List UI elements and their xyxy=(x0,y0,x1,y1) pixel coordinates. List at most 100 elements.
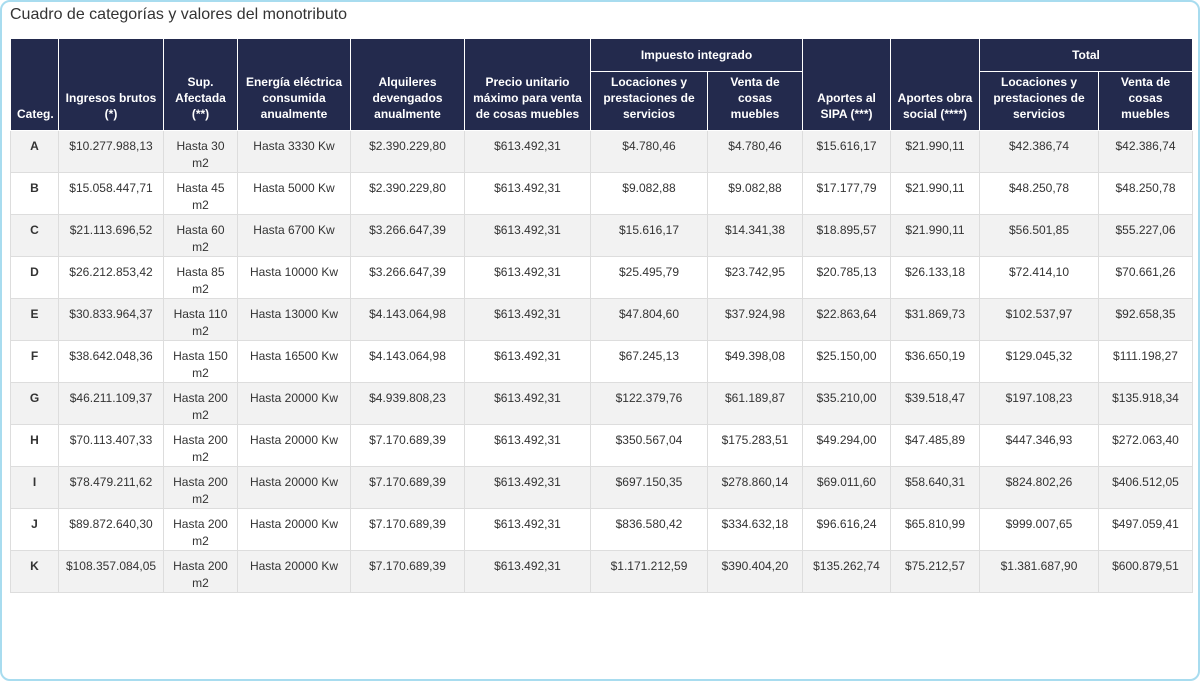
cell-aportes-obra-social: $36.650,19 xyxy=(890,340,980,383)
table-row: B $15.058.447,71 Hasta 45 m2 Hasta 5000 Kw $… xyxy=(10,172,1193,215)
cell-impuesto-locaciones: $15.616,17 xyxy=(590,214,708,257)
cell-categoria: F xyxy=(10,340,59,383)
cell-impuesto-locaciones: $697.150,35 xyxy=(590,466,708,509)
cell-categoria: D xyxy=(10,256,59,299)
cell-ingresos-brutos: $46.211.109,37 xyxy=(58,382,164,425)
cell-energia: Hasta 13000 Kw xyxy=(237,298,351,341)
cell-impuesto-venta: $14.341,38 xyxy=(707,214,803,257)
monotributo-table: Categ. Ingresos brutos (*) Sup. Afectada… xyxy=(10,38,1193,593)
cell-ingresos-brutos: $70.113.407,33 xyxy=(58,424,164,467)
cell-superficie: Hasta 30 m2 xyxy=(163,130,238,173)
cell-total-locaciones: $56.501,85 xyxy=(979,214,1099,257)
cell-alquileres: $7.170.689,39 xyxy=(350,424,465,467)
cell-precio-unitario: $613.492,31 xyxy=(464,424,591,467)
cell-impuesto-locaciones: $4.780,46 xyxy=(590,130,708,173)
cell-categoria: I xyxy=(10,466,59,509)
cell-total-venta: $406.512,05 xyxy=(1098,466,1193,509)
cell-impuesto-venta: $334.632,18 xyxy=(707,508,803,551)
cell-total-locaciones: $824.802,26 xyxy=(979,466,1099,509)
cell-ingresos-brutos: $38.642.048,36 xyxy=(58,340,164,383)
cell-superficie: Hasta 60 m2 xyxy=(163,214,238,257)
header-total-locaciones: Locaciones y prestaciones de servicios xyxy=(979,71,1099,131)
table-row: F $38.642.048,36 Hasta 150 m2 Hasta 16500 K… xyxy=(10,340,1193,383)
cell-total-venta: $48.250,78 xyxy=(1098,172,1193,215)
cell-ingresos-brutos: $108.357.084,05 xyxy=(58,550,164,593)
cell-impuesto-locaciones: $9.082,88 xyxy=(590,172,708,215)
cell-impuesto-locaciones: $47.804,60 xyxy=(590,298,708,341)
cell-precio-unitario: $613.492,31 xyxy=(464,382,591,425)
cell-superficie: Hasta 110 m2 xyxy=(163,298,238,341)
cell-total-locaciones: $42.386,74 xyxy=(979,130,1099,173)
cell-impuesto-locaciones: $836.580,42 xyxy=(590,508,708,551)
header-aportes-sipa: Aportes al SIPA (***) xyxy=(802,38,891,131)
cell-ingresos-brutos: $15.058.447,71 xyxy=(58,172,164,215)
cell-total-venta: $272.063,40 xyxy=(1098,424,1193,467)
page-title: Cuadro de categorías y valores del monot… xyxy=(10,6,348,23)
table-row: K $108.357.084,05 Hasta 200 m2 Hasta 20000 … xyxy=(10,550,1193,593)
cell-aportes-sipa: $135.262,74 xyxy=(802,550,891,593)
cell-categoria: K xyxy=(10,550,59,593)
cell-precio-unitario: $613.492,31 xyxy=(464,508,591,551)
table-row: J $89.872.640,30 Hasta 200 m2 Hasta 20000 K… xyxy=(10,508,1193,551)
cell-categoria: E xyxy=(10,298,59,341)
cell-energia: Hasta 20000 Kw xyxy=(237,466,351,509)
cell-total-locaciones: $1.381.687,90 xyxy=(979,550,1099,593)
cell-aportes-sipa: $49.294,00 xyxy=(802,424,891,467)
cell-energia: Hasta 20000 Kw xyxy=(237,508,351,551)
cell-energia: Hasta 20000 Kw xyxy=(237,424,351,467)
cell-total-venta: $111.198,27 xyxy=(1098,340,1193,383)
cell-alquileres: $2.390.229,80 xyxy=(350,172,465,215)
cell-impuesto-locaciones: $67.245,13 xyxy=(590,340,708,383)
cell-impuesto-venta: $390.404,20 xyxy=(707,550,803,593)
cell-alquileres: $7.170.689,39 xyxy=(350,550,465,593)
cell-precio-unitario: $613.492,31 xyxy=(464,172,591,215)
cell-total-locaciones: $129.045,32 xyxy=(979,340,1099,383)
cell-total-locaciones: $999.007,65 xyxy=(979,508,1099,551)
cell-categoria: G xyxy=(10,382,59,425)
cell-categoria: C xyxy=(10,214,59,257)
cell-superficie: Hasta 85 m2 xyxy=(163,256,238,299)
cell-energia: Hasta 3330 Kw xyxy=(237,130,351,173)
cell-categoria: J xyxy=(10,508,59,551)
table-row: E $30.833.964,37 Hasta 110 m2 Hasta 13000 K… xyxy=(10,298,1193,341)
cell-ingresos-brutos: $10.277.988,13 xyxy=(58,130,164,173)
cell-aportes-sipa: $15.616,17 xyxy=(802,130,891,173)
cell-alquileres: $3.266.647,39 xyxy=(350,214,465,257)
cell-aportes-obra-social: $21.990,11 xyxy=(890,172,980,215)
cell-aportes-sipa: $96.616,24 xyxy=(802,508,891,551)
cell-impuesto-venta: $49.398,08 xyxy=(707,340,803,383)
cell-total-locaciones: $72.414,10 xyxy=(979,256,1099,299)
cell-alquileres: $7.170.689,39 xyxy=(350,508,465,551)
cell-impuesto-venta: $61.189,87 xyxy=(707,382,803,425)
cell-total-venta: $70.661,26 xyxy=(1098,256,1193,299)
cell-total-locaciones: $447.346,93 xyxy=(979,424,1099,467)
cell-total-locaciones: $102.537,97 xyxy=(979,298,1099,341)
cell-impuesto-venta: $4.780,46 xyxy=(707,130,803,173)
header-total-venta: Venta de cosas muebles xyxy=(1098,71,1193,131)
header-alquileres: Alquileres devengados anualmente xyxy=(350,38,465,131)
cell-alquileres: $4.939.808,23 xyxy=(350,382,465,425)
cell-precio-unitario: $613.492,31 xyxy=(464,340,591,383)
cell-precio-unitario: $613.492,31 xyxy=(464,130,591,173)
header-superficie: Sup. Afectada (**) xyxy=(163,38,238,131)
cell-aportes-obra-social: $65.810,99 xyxy=(890,508,980,551)
cell-total-venta: $497.059,41 xyxy=(1098,508,1193,551)
table-row: D $26.212.853,42 Hasta 85 m2 Hasta 10000 Kw… xyxy=(10,256,1193,299)
cell-aportes-obra-social: $39.518,47 xyxy=(890,382,980,425)
cell-categoria: A xyxy=(10,130,59,173)
cell-aportes-sipa: $20.785,13 xyxy=(802,256,891,299)
cell-total-venta: $42.386,74 xyxy=(1098,130,1193,173)
header-energia: Energía eléctrica consumida anualmente xyxy=(237,38,351,131)
cell-aportes-obra-social: $58.640,31 xyxy=(890,466,980,509)
table-row: A $10.277.988,13 Hasta 30 m2 Hasta 3330 Kw $… xyxy=(10,130,1193,173)
cell-total-locaciones: $197.108,23 xyxy=(979,382,1099,425)
cell-superficie: Hasta 200 m2 xyxy=(163,550,238,593)
cell-alquileres: $4.143.064,98 xyxy=(350,298,465,341)
cell-impuesto-locaciones: $350.567,04 xyxy=(590,424,708,467)
cell-energia: Hasta 20000 Kw xyxy=(237,382,351,425)
cell-alquileres: $3.266.647,39 xyxy=(350,256,465,299)
cell-energia: Hasta 6700 Kw xyxy=(237,214,351,257)
header-aportes-obra-social: Aportes obra social (****) xyxy=(890,38,980,131)
cell-ingresos-brutos: $89.872.640,30 xyxy=(58,508,164,551)
cell-impuesto-venta: $278.860,14 xyxy=(707,466,803,509)
